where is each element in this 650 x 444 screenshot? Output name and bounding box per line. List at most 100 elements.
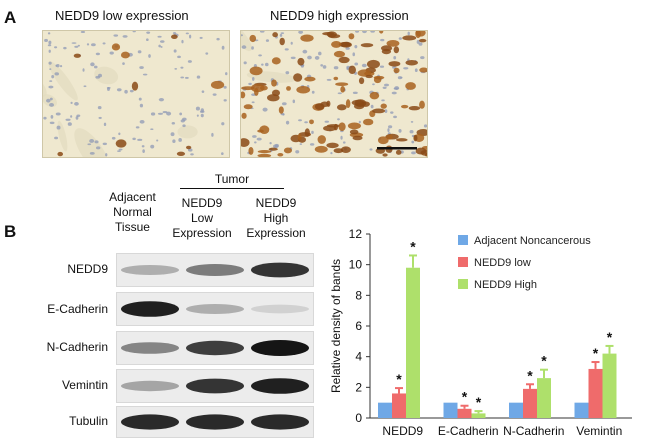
- cell-nucleus: [74, 101, 79, 106]
- stained-cell: [317, 135, 326, 144]
- cell-nucleus: [309, 143, 315, 146]
- cell-nucleus: [49, 80, 53, 82]
- significance-marker: *: [410, 238, 416, 254]
- cell-nucleus: [87, 143, 92, 146]
- stained-cell: [333, 50, 346, 58]
- stained-cell: [249, 34, 257, 43]
- cell-nucleus: [252, 76, 255, 81]
- cell-nucleus: [199, 110, 205, 113]
- stained-cell: [335, 82, 349, 87]
- cell-nucleus: [111, 136, 116, 140]
- cell-nucleus: [393, 115, 397, 119]
- cell-nucleus: [223, 85, 227, 89]
- cell-nucleus: [160, 46, 163, 48]
- cell-nucleus: [180, 76, 185, 79]
- cell-nucleus: [138, 97, 142, 101]
- cell-nucleus: [49, 68, 52, 71]
- stained-cell: [349, 129, 359, 135]
- stained-cell: [386, 39, 400, 47]
- cell-nucleus: [170, 132, 175, 137]
- stained-cell: [241, 138, 250, 147]
- cell-nucleus: [106, 86, 111, 89]
- cell-nucleus: [166, 111, 172, 116]
- tumor-group-line: [180, 188, 284, 189]
- stained-cell: [379, 31, 384, 34]
- cell-nucleus: [174, 68, 178, 70]
- cell-nucleus: [188, 34, 192, 39]
- y-tick-label: 12: [349, 227, 363, 241]
- cell-nucleus: [290, 56, 296, 60]
- cell-nucleus: [89, 152, 95, 155]
- stained-cell: [415, 31, 426, 37]
- cell-nucleus: [132, 31, 136, 33]
- stained-cell: [326, 142, 339, 149]
- cell-nucleus: [411, 151, 416, 155]
- blot-band: [251, 304, 309, 314]
- cell-nucleus: [280, 32, 285, 35]
- stained-cell: [365, 74, 373, 79]
- x-tick-label: E-Cadherin: [438, 424, 499, 438]
- tissue-fiber: [241, 31, 252, 52]
- bar: [471, 413, 486, 418]
- tissue-fiber: [48, 61, 78, 101]
- y-tick-label: 2: [355, 380, 362, 394]
- cell-nucleus: [361, 63, 367, 68]
- blot-label-e-cadherin: E-Cadherin: [47, 302, 108, 316]
- cell-nucleus: [116, 88, 122, 92]
- stained-cell: [271, 57, 281, 65]
- cell-nucleus: [370, 104, 374, 109]
- stained-cell: [323, 125, 337, 132]
- stained-cell: [366, 59, 380, 69]
- cell-nucleus: [318, 51, 322, 56]
- stained-cell: [338, 122, 346, 131]
- cell-nucleus: [146, 38, 149, 42]
- stained-cell: [408, 105, 421, 111]
- cell-nucleus: [109, 51, 114, 55]
- stained-cell: [268, 147, 278, 151]
- stained-cell: [405, 82, 416, 90]
- cell-nucleus: [418, 42, 423, 46]
- high-expression-title: NEDD9 high expression: [270, 8, 409, 23]
- y-tick-label: 6: [355, 319, 362, 333]
- cell-nucleus: [382, 86, 387, 90]
- stained-cell: [418, 38, 427, 43]
- cell-nucleus: [337, 92, 342, 95]
- cell-nucleus: [223, 99, 227, 102]
- blot-label-tubulin: Tubulin: [69, 414, 108, 428]
- stained-cell: [388, 61, 401, 67]
- cell-nucleus: [410, 121, 414, 123]
- micrograph-low-image: [43, 31, 229, 157]
- col-adjacent-line-2: Normal: [113, 205, 152, 219]
- cell-nucleus: [65, 118, 71, 121]
- stained-cell: [369, 91, 380, 100]
- stained-cell: [420, 149, 427, 156]
- cell-nucleus: [420, 56, 425, 60]
- cell-nucleus: [216, 37, 220, 41]
- stained-cell: [358, 77, 365, 85]
- bar: [378, 402, 392, 418]
- stained-cell: [348, 65, 356, 75]
- col-high-line-3: Expression: [246, 226, 306, 240]
- micrograph-high-expression: [240, 30, 428, 158]
- cell-nucleus: [83, 85, 87, 88]
- cell-nucleus: [333, 66, 339, 70]
- cell-nucleus: [150, 112, 156, 116]
- cell-nucleus: [48, 49, 51, 53]
- stained-cell: [57, 151, 64, 157]
- col-low-line-2: Low: [190, 211, 213, 225]
- cell-nucleus: [150, 144, 155, 149]
- cell-nucleus: [256, 137, 262, 141]
- cell-nucleus: [44, 38, 48, 42]
- stained-cell: [254, 87, 259, 96]
- cell-nucleus: [49, 121, 55, 125]
- cell-nucleus: [398, 37, 402, 40]
- cell-nucleus: [254, 141, 257, 144]
- cell-nucleus: [157, 112, 164, 115]
- cell-nucleus: [241, 34, 243, 37]
- blot-band: [251, 378, 309, 394]
- bar: [406, 267, 420, 418]
- cell-nucleus: [196, 114, 199, 117]
- cell-nucleus: [355, 31, 360, 33]
- y-tick-label: 4: [355, 350, 362, 364]
- cell-nucleus: [326, 78, 332, 81]
